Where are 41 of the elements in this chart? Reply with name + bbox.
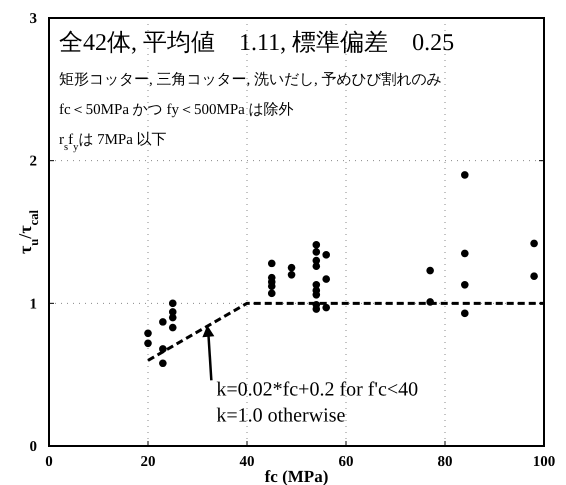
- point: [268, 260, 276, 268]
- x-tick-label: 80: [438, 454, 452, 470]
- point: [312, 262, 320, 270]
- point: [168, 300, 177, 308]
- point: [168, 314, 177, 322]
- annotation: k=0.02*fc+0.2 for f'c<40 k=1.0 otherwise: [216, 378, 418, 426]
- point: [461, 280, 469, 289]
- point: [144, 329, 152, 338]
- point: [461, 310, 469, 318]
- point: [168, 324, 177, 332]
- point: [461, 250, 469, 258]
- point: [144, 339, 152, 348]
- text: 全42体, 平均値 1.11, 標準偏差 0.25: [59, 30, 454, 56]
- x-tick-label: 20: [140, 454, 156, 470]
- point: [312, 248, 320, 256]
- point: [426, 298, 434, 306]
- annotation: fc＜50MPa かつ fy＜500MPa は除外: [59, 101, 294, 118]
- y-tick-label: 2: [30, 154, 37, 170]
- annotation: r$_{s}$f$_{y}$は 7MPa 以下: [59, 131, 167, 152]
- y-tick-label: 0: [30, 439, 37, 455]
- x-tick-label: 60: [338, 454, 354, 470]
- point: [288, 271, 296, 279]
- x-tick-label: 40: [240, 454, 254, 470]
- point: [159, 359, 167, 368]
- annotation: 矩形コッター, 三角コッター, 洗いだし, 予めひび割れのみ: [59, 71, 442, 88]
- point: [159, 318, 167, 326]
- point: [461, 171, 469, 179]
- point: [268, 290, 276, 298]
- x-tick-label: 100: [532, 454, 556, 470]
- point: [322, 251, 330, 259]
- x-tick-label: 0: [45, 454, 53, 470]
- point: [159, 345, 167, 353]
- point: [288, 264, 296, 272]
- point: [426, 266, 434, 274]
- y-tick-label: 1: [30, 296, 37, 312]
- point: [322, 304, 330, 312]
- point: [312, 241, 320, 249]
- y-tick-label: 3: [30, 11, 37, 27]
- point: [530, 240, 538, 248]
- point: [322, 275, 330, 283]
- point: [530, 272, 538, 280]
